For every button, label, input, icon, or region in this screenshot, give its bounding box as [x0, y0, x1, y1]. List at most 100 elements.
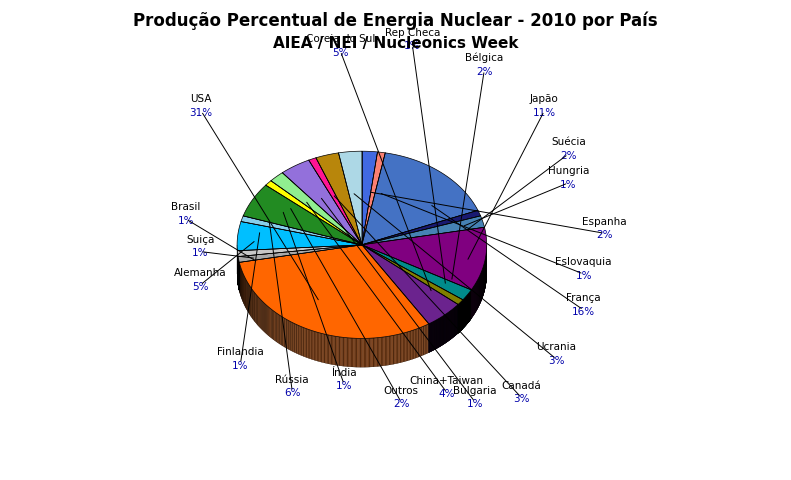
Polygon shape — [362, 210, 481, 245]
Polygon shape — [335, 336, 336, 365]
Polygon shape — [346, 337, 347, 367]
Text: Outros: Outros — [384, 385, 418, 396]
Text: 1%: 1% — [575, 271, 592, 281]
Text: 1%: 1% — [336, 381, 352, 391]
Polygon shape — [386, 336, 387, 365]
Polygon shape — [362, 227, 486, 290]
Polygon shape — [237, 245, 362, 256]
Text: Finlandia: Finlandia — [217, 347, 264, 357]
Polygon shape — [382, 337, 383, 366]
Polygon shape — [370, 338, 371, 367]
Polygon shape — [380, 337, 381, 366]
Text: 5%: 5% — [332, 48, 349, 58]
Text: 2%: 2% — [596, 230, 612, 240]
Text: 1%: 1% — [177, 216, 194, 226]
Text: 2%: 2% — [393, 399, 410, 409]
Polygon shape — [387, 336, 388, 365]
Text: China+Taiwan: China+Taiwan — [410, 376, 484, 386]
Polygon shape — [349, 338, 350, 367]
Text: 2%: 2% — [476, 67, 493, 77]
Polygon shape — [371, 338, 372, 367]
Polygon shape — [343, 337, 344, 366]
Polygon shape — [345, 337, 346, 366]
Polygon shape — [358, 338, 359, 367]
Text: USA: USA — [191, 94, 212, 104]
Polygon shape — [385, 336, 386, 366]
Polygon shape — [378, 337, 379, 366]
Polygon shape — [339, 151, 362, 245]
Polygon shape — [362, 152, 385, 245]
Polygon shape — [383, 337, 384, 366]
Text: 3%: 3% — [548, 356, 565, 366]
Text: AIEA / NEI / Nucleonics Week: AIEA / NEI / Nucleonics Week — [273, 36, 518, 51]
Polygon shape — [356, 338, 357, 367]
Polygon shape — [361, 338, 362, 367]
Polygon shape — [369, 338, 370, 367]
Text: 2%: 2% — [560, 151, 577, 161]
Polygon shape — [364, 338, 365, 367]
Polygon shape — [347, 338, 348, 367]
Text: Índia: Índia — [331, 368, 357, 378]
Text: Suiça: Suiça — [186, 235, 214, 245]
Polygon shape — [342, 337, 343, 366]
Polygon shape — [238, 245, 362, 263]
Polygon shape — [266, 181, 362, 245]
Polygon shape — [333, 336, 334, 365]
Polygon shape — [365, 338, 366, 367]
Text: Ucrania: Ucrania — [536, 342, 577, 352]
Polygon shape — [341, 337, 342, 366]
Polygon shape — [377, 337, 378, 367]
Polygon shape — [357, 338, 358, 367]
Text: Coreia do Sul: Coreia do Sul — [305, 34, 375, 44]
Polygon shape — [348, 338, 349, 367]
Text: Eslovaquia: Eslovaquia — [555, 257, 612, 267]
Polygon shape — [362, 245, 463, 304]
Polygon shape — [362, 338, 363, 367]
Text: Bulgaria: Bulgaria — [453, 385, 497, 396]
Text: 6%: 6% — [284, 388, 301, 398]
Polygon shape — [362, 153, 478, 245]
Polygon shape — [237, 222, 362, 251]
Polygon shape — [372, 338, 373, 367]
Text: Rússia: Rússia — [275, 375, 309, 385]
Polygon shape — [350, 338, 351, 367]
Polygon shape — [355, 338, 356, 367]
Text: Bélgica: Bélgica — [465, 53, 503, 63]
Polygon shape — [388, 336, 389, 365]
Text: 5%: 5% — [192, 282, 208, 292]
Polygon shape — [362, 245, 458, 324]
Text: Suécia: Suécia — [551, 137, 585, 147]
Text: Espanha: Espanha — [582, 216, 626, 227]
Polygon shape — [271, 173, 362, 245]
Polygon shape — [339, 337, 340, 366]
Text: 16%: 16% — [572, 307, 595, 317]
Polygon shape — [243, 185, 362, 245]
Text: Japão: Japão — [530, 94, 558, 104]
Text: 1%: 1% — [560, 180, 577, 190]
Text: Hungria: Hungria — [547, 166, 589, 176]
Polygon shape — [308, 158, 362, 245]
Text: Canadá: Canadá — [501, 381, 541, 391]
Polygon shape — [362, 151, 377, 245]
Polygon shape — [353, 338, 354, 367]
Text: Brasil: Brasil — [171, 202, 200, 212]
Polygon shape — [381, 337, 382, 366]
Polygon shape — [240, 245, 429, 338]
Polygon shape — [390, 336, 391, 365]
Polygon shape — [375, 338, 376, 367]
Polygon shape — [374, 338, 375, 367]
Polygon shape — [376, 338, 377, 367]
Polygon shape — [316, 153, 362, 245]
Polygon shape — [282, 160, 362, 245]
Text: 11%: 11% — [532, 108, 556, 118]
Polygon shape — [362, 216, 485, 245]
Polygon shape — [368, 338, 369, 367]
Text: 1%: 1% — [192, 248, 208, 258]
Text: 3%: 3% — [513, 394, 529, 404]
Text: 4%: 4% — [439, 389, 455, 399]
Text: França: França — [566, 293, 601, 303]
Polygon shape — [362, 245, 471, 300]
Polygon shape — [373, 338, 374, 367]
Text: Produção Percentual de Energia Nuclear - 2010 por País: Produção Percentual de Energia Nuclear -… — [133, 12, 658, 31]
Polygon shape — [363, 338, 364, 367]
